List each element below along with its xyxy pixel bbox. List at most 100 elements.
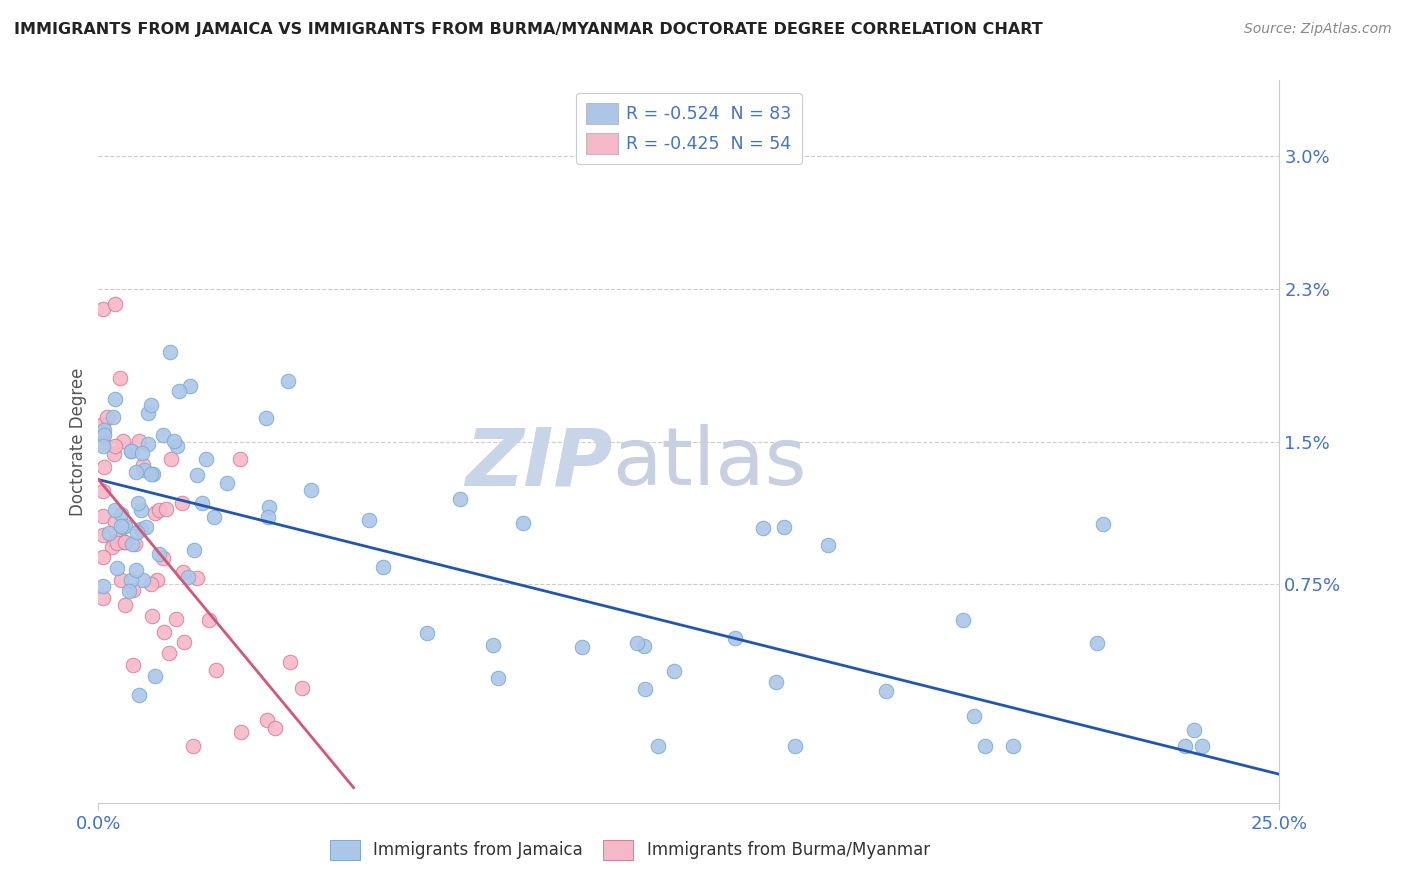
Point	[114, 535, 136, 549]
Point	[104, 392, 127, 407]
Point	[145, 573, 167, 587]
Point	[449, 492, 471, 507]
Point	[134, 463, 156, 477]
Point	[172, 565, 194, 579]
Point	[173, 634, 195, 648]
Point	[229, 452, 252, 467]
Point	[1174, 739, 1197, 753]
Text: IMMIGRANTS FROM JAMAICA VS IMMIGRANTS FROM BURMA/MYANMAR DOCTORATE DEGREE CORREL: IMMIGRANTS FROM JAMAICA VS IMMIGRANTS FR…	[14, 22, 1043, 37]
Point	[486, 671, 509, 685]
Point	[299, 483, 322, 497]
Point	[93, 423, 115, 437]
Point	[166, 439, 188, 453]
Point	[482, 638, 505, 652]
Point	[202, 510, 225, 524]
Point	[127, 525, 149, 540]
Point	[291, 681, 314, 695]
Point	[129, 503, 152, 517]
Point	[254, 411, 277, 425]
Point	[91, 483, 114, 498]
Point	[159, 345, 181, 359]
Point	[91, 302, 114, 317]
Point	[141, 609, 163, 624]
Point	[105, 536, 128, 550]
Point	[97, 526, 120, 541]
Point	[194, 451, 217, 466]
Legend: Immigrants from Jamaica, Immigrants from Burma/Myanmar: Immigrants from Jamaica, Immigrants from…	[323, 833, 936, 867]
Point	[124, 537, 146, 551]
Point	[183, 739, 205, 753]
Point	[160, 452, 183, 467]
Point	[626, 636, 648, 650]
Point	[278, 655, 301, 669]
Point	[257, 500, 280, 514]
Y-axis label: Doctorate Degree: Doctorate Degree	[69, 368, 87, 516]
Point	[152, 550, 174, 565]
Point	[257, 510, 280, 524]
Point	[91, 579, 114, 593]
Point	[179, 378, 201, 392]
Point	[120, 444, 142, 458]
Point	[229, 725, 252, 739]
Point	[177, 569, 200, 583]
Point	[91, 435, 114, 450]
Point	[512, 516, 534, 530]
Point	[121, 537, 143, 551]
Point	[357, 513, 380, 527]
Point	[104, 503, 127, 517]
Point	[264, 722, 287, 736]
Point	[186, 571, 208, 585]
Point	[121, 657, 143, 672]
Point	[93, 459, 115, 474]
Point	[101, 540, 124, 554]
Point	[103, 448, 125, 462]
Point	[125, 466, 148, 480]
Point	[662, 665, 685, 679]
Point	[197, 614, 219, 628]
Point	[974, 739, 997, 753]
Text: ZIP: ZIP	[465, 425, 612, 502]
Point	[91, 508, 114, 523]
Point	[371, 559, 394, 574]
Point	[783, 739, 806, 753]
Point	[963, 708, 986, 723]
Point	[131, 446, 153, 460]
Point	[139, 398, 162, 412]
Point	[817, 538, 839, 552]
Point	[416, 625, 439, 640]
Point	[120, 574, 142, 588]
Text: atlas: atlas	[612, 425, 807, 502]
Point	[571, 640, 593, 654]
Point	[96, 409, 118, 424]
Point	[91, 417, 114, 432]
Point	[103, 534, 125, 549]
Point	[1087, 635, 1109, 649]
Point	[91, 528, 114, 542]
Point	[752, 521, 775, 535]
Point	[104, 515, 127, 529]
Point	[647, 739, 669, 753]
Point	[152, 428, 174, 442]
Point	[127, 496, 149, 510]
Point	[129, 522, 152, 536]
Point	[633, 639, 655, 653]
Point	[128, 688, 150, 702]
Point	[136, 437, 159, 451]
Point	[111, 520, 134, 534]
Point	[142, 467, 165, 481]
Point	[91, 439, 114, 453]
Point	[139, 467, 162, 482]
Point	[111, 434, 134, 449]
Point	[204, 663, 226, 677]
Point	[93, 427, 115, 442]
Point	[217, 475, 239, 490]
Point	[875, 684, 897, 698]
Point	[136, 406, 159, 420]
Point	[143, 507, 166, 521]
Point	[105, 561, 128, 575]
Text: Source: ZipAtlas.com: Source: ZipAtlas.com	[1244, 22, 1392, 37]
Point	[1092, 516, 1115, 531]
Point	[772, 519, 794, 533]
Point	[91, 591, 114, 605]
Point	[132, 574, 155, 588]
